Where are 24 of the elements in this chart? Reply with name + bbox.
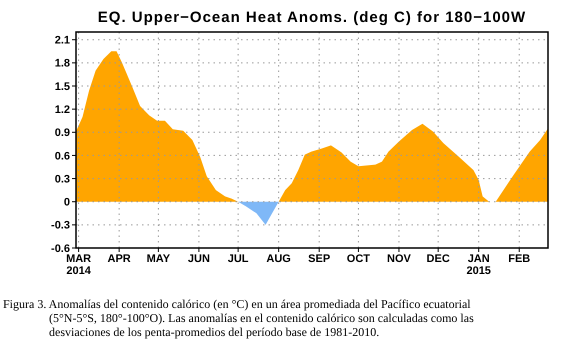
y-tick-label: 2.1 [54, 34, 70, 47]
y-tick-label: 1.5 [54, 80, 70, 93]
x-tick-label: AUG [266, 253, 291, 265]
y-tick-label: 0.9 [54, 127, 70, 140]
x-tick-label: DEC [426, 253, 450, 265]
x-tick-label: JAN 2015 [466, 253, 491, 277]
x-tick-label: MAY [146, 253, 171, 265]
y-tick-label: -0.3 [51, 220, 70, 232]
y-tick-label: 0.6 [54, 150, 70, 162]
text: Figura 3. Anomalías del contenido calórico (en °C) en un área promediada del Pacífico ecuatorial (5°N-5°S, 180°-100°O). Las anomalías en el contenido calórico son calculadas como las desviaciones de los penta-promedios del período base de 1981-2010. [3, 297, 474, 339]
y-tick-label: 0 [64, 196, 70, 209]
x-tick-label: APR [108, 253, 131, 265]
chart-title: EQ. Upper−Ocean Heat Anoms. (deg C) for 180−100W [98, 9, 526, 26]
y-tick-label: 1.2 [54, 104, 70, 116]
x-tick-label: JUN [188, 253, 210, 265]
x-tick-label: MAR 2014 [66, 253, 92, 277]
x-tick-label: NOV [387, 253, 412, 265]
y-tick-label: -0.6 [51, 242, 70, 255]
x-tick-label: JUL [228, 253, 249, 265]
x-tick-label: SEP [308, 253, 330, 265]
x-tick-label: FEB [508, 253, 530, 265]
y-tick-label: 1.8 [54, 58, 70, 70]
y-tick-label: 0.3 [54, 173, 70, 186]
x-tick-label: OCT [346, 253, 370, 265]
